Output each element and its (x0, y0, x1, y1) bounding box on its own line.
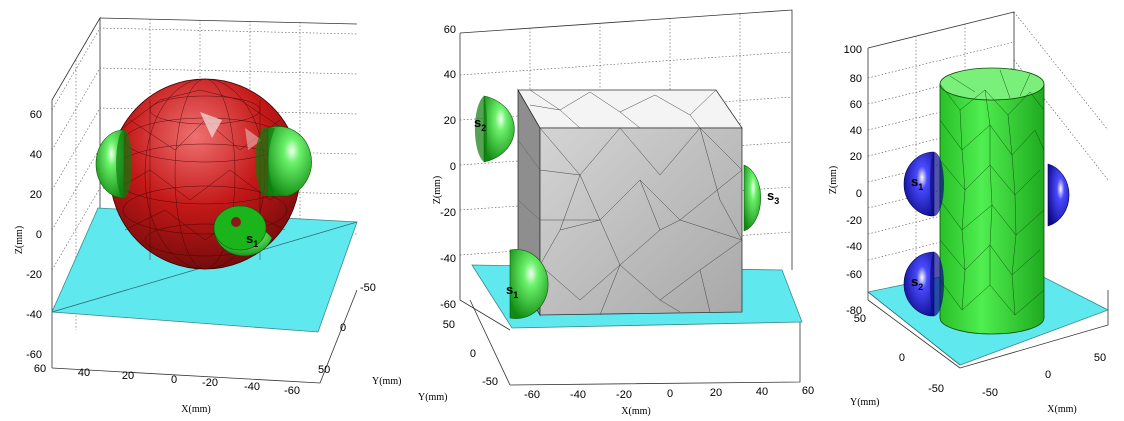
svg-text:-60: -60 (524, 389, 540, 401)
svg-text:50: 50 (443, 319, 455, 331)
svg-text:-60: -60 (440, 299, 456, 311)
svg-text:0: 0 (171, 374, 177, 386)
y-ticks: 50 0 -50 (854, 313, 944, 395)
svg-text:40: 40 (444, 69, 456, 81)
svg-text:-40: -40 (244, 381, 260, 393)
svg-text:-40: -40 (26, 309, 42, 321)
y-ticks: -50 0 50 (318, 282, 376, 376)
svg-text:-20: -20 (26, 269, 42, 281)
y-ticks: 50 0 -50 (443, 319, 498, 388)
x-ticks: 60 40 20 0 -20 -40 -60 (34, 363, 300, 397)
cube-object (517, 88, 743, 317)
x-axis-label: X(mm) (181, 404, 210, 415)
svg-text:20: 20 (710, 387, 722, 399)
svg-text:-40: -40 (440, 253, 456, 265)
svg-text:-20: -20 (616, 389, 632, 401)
sensor-label-s2: s2 (911, 274, 923, 292)
svg-text:-50: -50 (482, 376, 498, 388)
svg-text:-50: -50 (360, 282, 376, 294)
x-ticks: -60 -40 -20 0 20 40 60 (524, 385, 814, 401)
sensor-s2 (474, 95, 515, 163)
sensor-s2 (903, 251, 944, 317)
svg-text:0: 0 (36, 229, 42, 241)
svg-text:60: 60 (850, 99, 862, 111)
sensor-s1 (903, 151, 944, 217)
svg-text:0: 0 (340, 322, 346, 334)
z-axis-label: Z(mm) (828, 166, 839, 194)
svg-text:20: 20 (850, 151, 862, 163)
x-axis-label: X(mm) (1047, 404, 1076, 415)
svg-text:0: 0 (856, 188, 862, 200)
svg-text:-40: -40 (570, 389, 586, 401)
svg-text:50: 50 (318, 364, 330, 376)
svg-text:40: 40 (78, 367, 90, 379)
svg-text:40: 40 (30, 149, 42, 161)
x-axis-label: X(mm) (621, 406, 650, 417)
svg-text:-60: -60 (26, 349, 42, 361)
svg-text:-20: -20 (440, 207, 456, 219)
svg-text:-20: -20 (846, 215, 862, 227)
svg-text:-80: -80 (846, 305, 862, 317)
svg-text:0: 0 (667, 388, 673, 400)
svg-text:60: 60 (34, 363, 46, 375)
sensor-label-s1: s1 (246, 231, 258, 249)
panel-cube: s2 s3 s1 60 40 20 0 -20 -40 -60 Z(mm) 50… (418, 9, 814, 417)
svg-text:60: 60 (802, 385, 814, 397)
z-axis-label: Z(mm) (432, 176, 443, 204)
svg-text:-60: -60 (846, 269, 862, 281)
z-ticks: 60 40 20 0 -20 -40 -60 (26, 109, 42, 361)
svg-text:-40: -40 (846, 241, 862, 253)
svg-text:0: 0 (470, 348, 476, 360)
svg-text:0: 0 (450, 161, 456, 173)
svg-text:40: 40 (850, 125, 862, 137)
svg-text:20: 20 (444, 115, 456, 127)
panel-cylinder: s1 s2 100 80 60 40 20 0 -20 -40 -60 -80 … (828, 11, 1109, 415)
svg-text:60: 60 (30, 109, 42, 121)
y-axis-label: Y(mm) (850, 397, 879, 408)
sensor-label-s3: s3 (767, 188, 779, 206)
svg-text:100: 100 (844, 44, 862, 56)
z-ticks: 100 80 60 40 20 0 -20 -40 -60 -80 (844, 44, 862, 317)
sensor-label-s1: s1 (911, 174, 923, 192)
svg-text:20: 20 (122, 370, 134, 382)
sensor-s1 (213, 205, 273, 257)
y-axis-label: Y(mm) (372, 376, 401, 387)
svg-text:60: 60 (444, 24, 456, 36)
sensor-s3 (743, 164, 761, 232)
svg-text:40: 40 (756, 386, 768, 398)
svg-text:0: 0 (899, 352, 905, 364)
svg-text:0: 0 (1045, 369, 1051, 381)
z-ticks: 60 40 20 0 -20 -40 -60 (440, 24, 456, 311)
y-axis-label: Y(mm) (418, 392, 447, 403)
svg-text:-60: -60 (284, 385, 300, 397)
panel-sphere: s1 60 40 20 0 -20 -40 -60 Z(mm) 60 40 20… (14, 16, 401, 415)
svg-text:-50: -50 (982, 387, 998, 399)
svg-text:50: 50 (1094, 352, 1106, 364)
sensor-right (1047, 163, 1070, 227)
sensor-label-s1: s1 (506, 282, 518, 300)
svg-text:80: 80 (850, 73, 862, 85)
sensor-right (255, 126, 312, 197)
svg-text:-50: -50 (928, 383, 944, 395)
x-ticks: -50 0 50 (982, 352, 1106, 399)
cylinder-object (939, 67, 1045, 335)
sensor-s1 (509, 249, 549, 319)
sensor-label-s2: s2 (474, 115, 486, 133)
svg-text:50: 50 (854, 313, 866, 325)
sensor-left (95, 129, 132, 199)
z-axis-label: Z(mm) (14, 226, 25, 254)
svg-text:-20: -20 (202, 377, 218, 389)
svg-text:20: 20 (30, 189, 42, 201)
